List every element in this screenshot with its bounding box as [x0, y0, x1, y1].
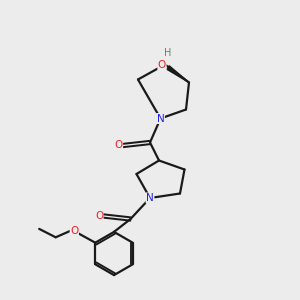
Text: N: N	[146, 193, 154, 203]
Text: H: H	[164, 47, 172, 58]
Text: N: N	[157, 113, 164, 124]
Text: O: O	[70, 226, 78, 236]
Text: O: O	[95, 211, 103, 221]
Polygon shape	[167, 66, 189, 83]
Text: O: O	[158, 59, 166, 70]
Text: O: O	[114, 140, 123, 151]
